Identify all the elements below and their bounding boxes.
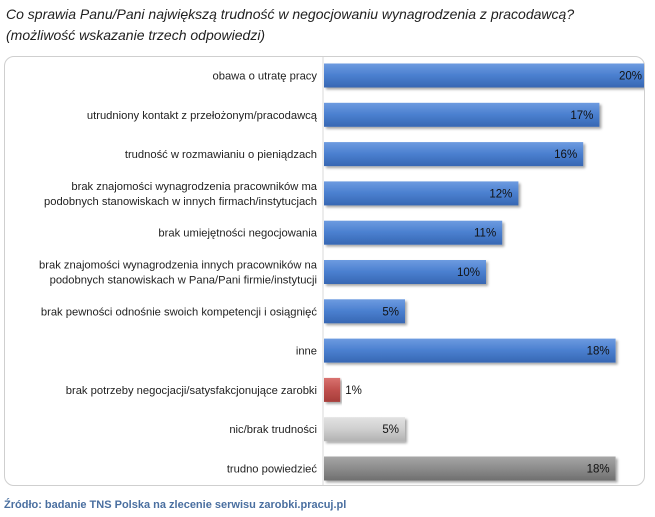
value-label: 20% xyxy=(619,71,642,83)
category-label: trudność w rozmawianiu o pieniądzach xyxy=(125,149,317,161)
chart-title-block: Co sprawia Panu/Pani największą trudność… xyxy=(6,4,646,46)
value-label: 16% xyxy=(554,149,577,161)
category-label: inne xyxy=(296,346,317,358)
category-label: brak znajomości wynagrodzenia pracownikó… xyxy=(44,181,318,208)
value-label: 11% xyxy=(474,228,496,240)
bar xyxy=(324,142,584,167)
bar xyxy=(324,377,341,402)
category-label: trudno powiedzieć xyxy=(227,464,318,476)
value-label: 5% xyxy=(382,306,399,318)
category-label: brak znajomości wynagrodzenia innych pra… xyxy=(39,260,318,287)
bar xyxy=(324,260,486,284)
bar xyxy=(324,456,616,481)
value-label: 1% xyxy=(345,385,362,397)
bar xyxy=(324,181,519,206)
value-label: 12% xyxy=(489,188,512,200)
value-label: 10% xyxy=(457,267,480,279)
chart-title: Co sprawia Panu/Pani największą trudność… xyxy=(6,6,575,22)
bar-chart: obawa o utratę pracy 20% utrudniony kontak… xyxy=(39,57,644,485)
category-label: brak pewności odnośnie swoich kompetencj… xyxy=(41,306,318,318)
category-label: brak umiejętności negocjowania xyxy=(158,228,317,240)
category-label: brak potrzeby negocjacji/satysfakcjonują… xyxy=(66,385,317,397)
bar xyxy=(324,338,616,363)
category-label: obawa o utratę pracy xyxy=(213,71,318,83)
bar xyxy=(324,417,405,442)
bar xyxy=(324,102,600,127)
bar xyxy=(324,299,405,324)
chart-area: obawa o utratę pracy 20% utrudniony kontak… xyxy=(4,56,645,486)
bar xyxy=(324,220,503,245)
value-label: 17% xyxy=(570,110,593,122)
category-label: utrudniony kontakt z przełożonym/pracoda… xyxy=(87,110,318,122)
category-label: nic/brak trudności xyxy=(229,424,317,436)
bar xyxy=(324,63,644,88)
value-label: 18% xyxy=(587,464,610,476)
value-label: 5% xyxy=(382,424,399,436)
source-note: Źródło: badanie TNS Polska na zlecenie s… xyxy=(4,499,347,511)
chart-subtitle: (możliwość wskazanie trzech odpowiedzi) xyxy=(6,27,266,43)
value-label: 18% xyxy=(587,346,610,358)
